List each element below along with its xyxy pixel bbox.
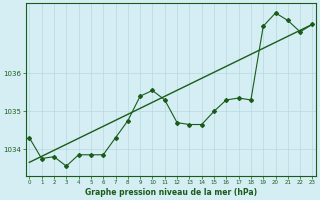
X-axis label: Graphe pression niveau de la mer (hPa): Graphe pression niveau de la mer (hPa)	[85, 188, 257, 197]
